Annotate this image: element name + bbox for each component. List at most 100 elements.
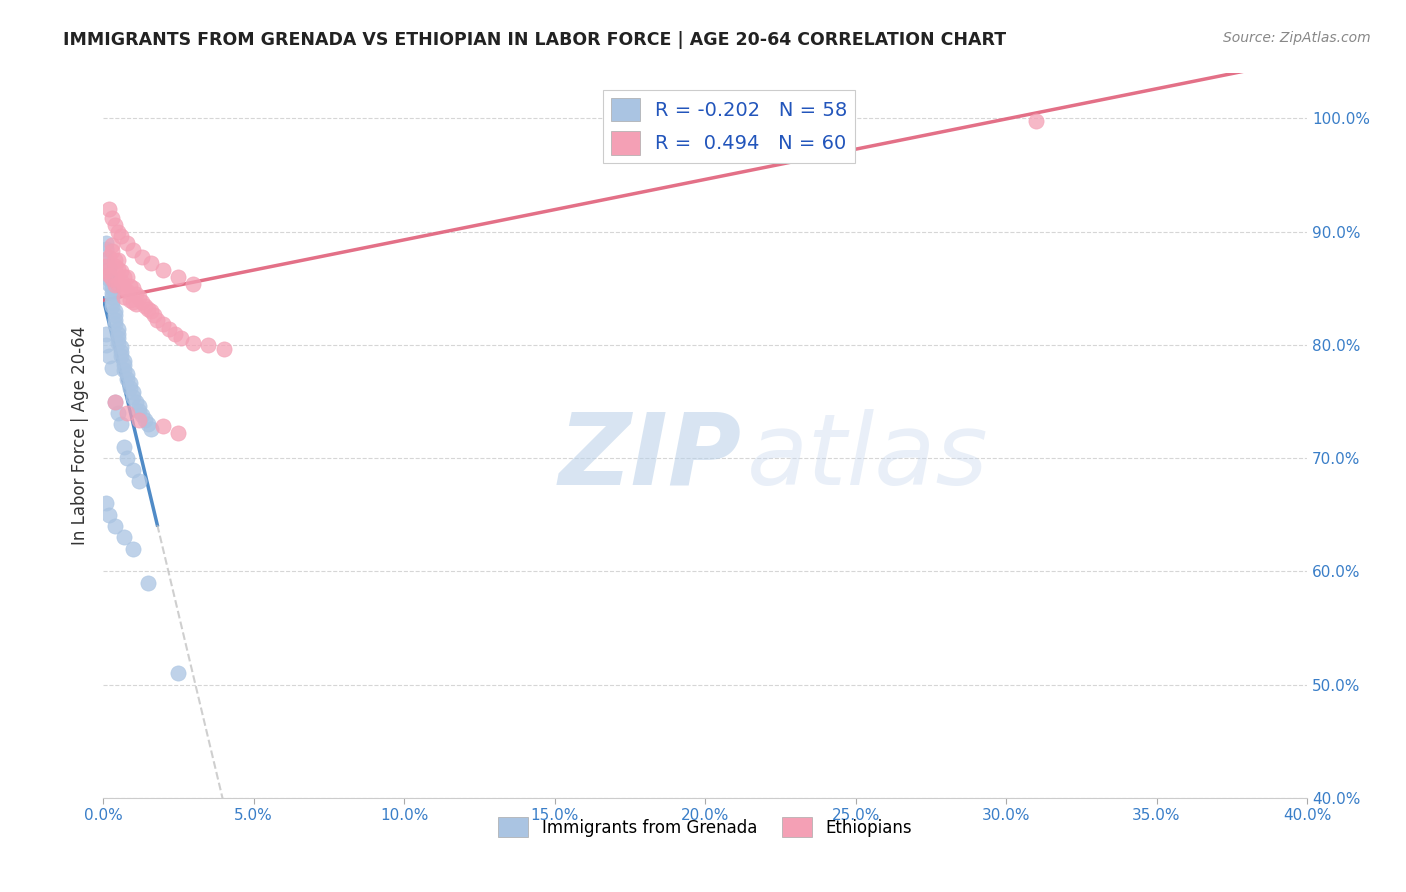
Point — [98, 202, 121, 216]
Point — [101, 299, 124, 313]
Point — [122, 541, 145, 556]
Point — [131, 250, 153, 264]
Point — [107, 326, 129, 341]
Point — [167, 666, 190, 681]
Point — [131, 408, 153, 422]
Point — [98, 349, 121, 363]
Point — [112, 440, 135, 454]
Point — [136, 575, 159, 590]
Point — [136, 417, 159, 432]
Point — [104, 304, 127, 318]
Point — [94, 496, 117, 510]
Point — [122, 294, 145, 309]
Point — [152, 318, 174, 332]
Point — [107, 262, 129, 277]
Point — [104, 519, 127, 533]
Point — [167, 269, 190, 284]
Point — [122, 243, 145, 257]
Point — [122, 462, 145, 476]
Point — [128, 403, 150, 417]
Point — [98, 268, 121, 282]
Point — [112, 531, 135, 545]
Point — [104, 277, 127, 292]
Point — [170, 331, 193, 345]
Point — [120, 376, 142, 391]
Point — [128, 474, 150, 488]
Point — [104, 394, 127, 409]
Point — [134, 412, 156, 426]
Point — [120, 279, 142, 293]
Point — [94, 252, 117, 267]
Point — [98, 272, 121, 286]
Point — [125, 286, 148, 301]
Point — [125, 394, 148, 409]
Point — [101, 285, 124, 300]
Point — [115, 372, 138, 386]
Point — [183, 335, 205, 350]
Point — [120, 381, 142, 395]
Point — [115, 406, 138, 420]
Text: ZIP: ZIP — [558, 409, 741, 506]
Text: IMMIGRANTS FROM GRENADA VS ETHIOPIAN IN LABOR FORCE | AGE 20-64 CORRELATION CHAR: IMMIGRANTS FROM GRENADA VS ETHIOPIAN IN … — [63, 31, 1007, 49]
Point — [110, 264, 132, 278]
Point — [143, 309, 166, 323]
Point — [1025, 113, 1047, 128]
Point — [122, 385, 145, 400]
Point — [120, 293, 142, 307]
Point — [107, 331, 129, 345]
Point — [98, 260, 121, 275]
Point — [104, 252, 127, 267]
Y-axis label: In Labor Force | Age 20-64: In Labor Force | Age 20-64 — [72, 326, 89, 545]
Point — [107, 335, 129, 350]
Point — [94, 242, 117, 256]
Point — [112, 290, 135, 304]
Point — [104, 313, 127, 327]
Point — [101, 211, 124, 225]
Point — [141, 304, 163, 318]
Point — [152, 419, 174, 434]
Point — [112, 269, 135, 284]
Point — [107, 277, 129, 291]
Point — [98, 277, 121, 291]
Point — [94, 264, 117, 278]
Point — [101, 294, 124, 309]
Point — [94, 259, 117, 273]
Point — [104, 259, 127, 273]
Point — [131, 294, 153, 309]
Point — [128, 290, 150, 304]
Point — [157, 322, 180, 336]
Point — [115, 269, 138, 284]
Point — [141, 422, 163, 436]
Point — [98, 508, 121, 522]
Point — [104, 318, 127, 332]
Text: atlas: atlas — [747, 409, 988, 506]
Point — [122, 390, 145, 404]
Point — [101, 238, 124, 252]
Point — [110, 229, 132, 244]
Point — [128, 412, 150, 426]
Point — [167, 426, 190, 441]
Point — [125, 297, 148, 311]
Point — [107, 252, 129, 267]
Point — [122, 281, 145, 295]
Point — [112, 363, 135, 377]
Point — [101, 290, 124, 304]
Point — [104, 309, 127, 323]
Point — [110, 340, 132, 354]
Point — [165, 326, 187, 341]
Point — [110, 349, 132, 363]
Point — [101, 281, 124, 295]
Point — [94, 338, 117, 352]
Point — [112, 359, 135, 373]
Point — [115, 284, 138, 298]
Text: Source: ZipAtlas.com: Source: ZipAtlas.com — [1223, 31, 1371, 45]
Point — [107, 322, 129, 336]
Point — [98, 268, 121, 282]
Point — [110, 275, 132, 289]
Point — [115, 451, 138, 466]
Point — [134, 299, 156, 313]
Point — [136, 301, 159, 316]
Point — [110, 344, 132, 359]
Point — [128, 399, 150, 413]
Point — [146, 313, 169, 327]
